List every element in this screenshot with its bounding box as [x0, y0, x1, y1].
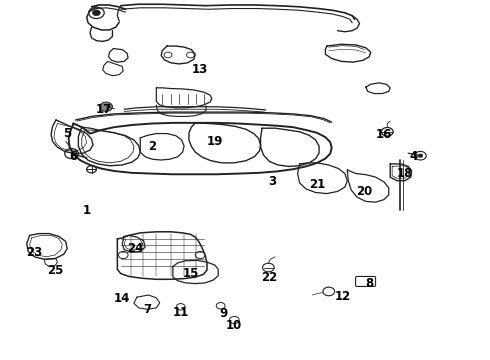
Text: 7: 7	[144, 303, 151, 316]
Text: 4: 4	[409, 150, 417, 163]
Text: 17: 17	[96, 103, 112, 116]
Text: 18: 18	[396, 167, 413, 180]
Text: 9: 9	[219, 307, 227, 320]
Text: 8: 8	[365, 277, 373, 290]
Text: 15: 15	[182, 267, 198, 280]
Text: 1: 1	[83, 204, 91, 217]
Text: 12: 12	[334, 290, 350, 303]
Circle shape	[100, 102, 113, 111]
Text: 11: 11	[172, 306, 189, 319]
Text: 22: 22	[261, 271, 277, 284]
Text: 14: 14	[114, 292, 130, 305]
Text: 10: 10	[226, 319, 243, 332]
Text: 24: 24	[127, 242, 144, 255]
Text: 3: 3	[268, 175, 276, 188]
Text: 23: 23	[26, 246, 43, 258]
Text: 13: 13	[192, 63, 208, 76]
Text: 21: 21	[309, 178, 325, 191]
Text: 20: 20	[356, 185, 372, 198]
Text: 5: 5	[63, 127, 71, 140]
Text: 16: 16	[376, 128, 392, 141]
Circle shape	[418, 154, 423, 157]
Text: 6: 6	[70, 150, 77, 163]
Text: 2: 2	[148, 140, 156, 153]
Text: 19: 19	[207, 135, 223, 148]
Circle shape	[93, 10, 100, 16]
Text: 25: 25	[47, 264, 63, 276]
